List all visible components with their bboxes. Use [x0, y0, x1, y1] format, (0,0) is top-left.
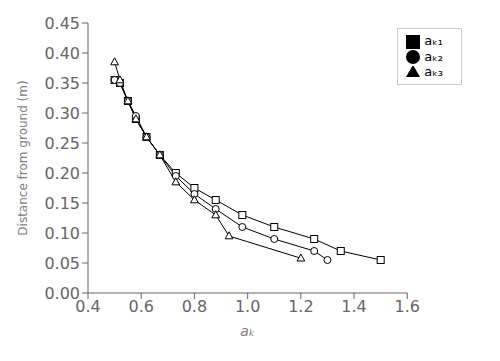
svg-text:1.4: 1.4	[341, 297, 366, 316]
svg-text:0.45: 0.45	[44, 14, 80, 33]
html-text:aₖ₂: aₖ₂	[424, 48, 443, 64]
svg-text:aₖ: aₖ	[240, 323, 255, 339]
svg-text:1.2: 1.2	[288, 297, 313, 316]
svg-text:0.30: 0.30	[44, 104, 80, 123]
svg-text:0.10: 0.10	[44, 224, 80, 243]
svg-text:0.00: 0.00	[44, 284, 80, 303]
svg-text:0.4: 0.4	[75, 297, 101, 317]
svg-text:0.20: 0.20	[44, 164, 80, 183]
svg-text:0.6: 0.6	[128, 297, 153, 316]
html-text:aₖ₁: aₖ₁	[424, 33, 443, 48]
svg-text:0.05: 0.05	[44, 254, 80, 273]
svg-text:1.0: 1.0	[235, 297, 260, 316]
svg-text:0.15: 0.15	[44, 194, 80, 213]
svg-text:0.25: 0.25	[44, 134, 80, 153]
html-text:aₖ₃: aₖ₃	[424, 64, 443, 79]
svg-text:0.35: 0.35	[44, 74, 80, 93]
svg-text:0.8: 0.8	[182, 297, 207, 316]
svg-text:0.40: 0.40	[44, 44, 80, 63]
svg-text:Distance from ground (m): Distance from ground (m)	[16, 80, 30, 235]
svg-text:1.6: 1.6	[395, 297, 420, 316]
